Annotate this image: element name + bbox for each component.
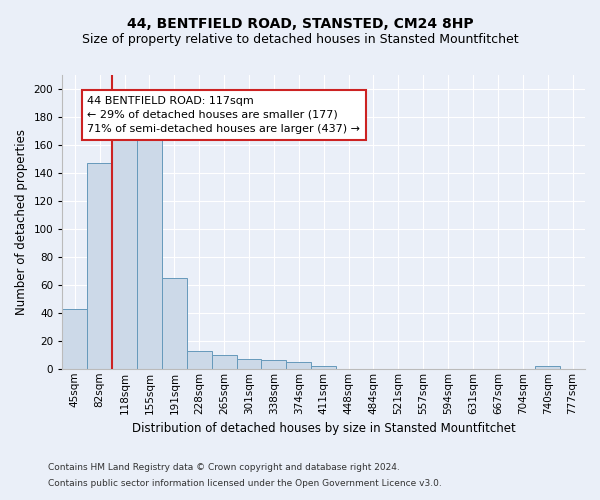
Bar xyxy=(535,366,560,369)
Bar xyxy=(311,366,336,369)
Text: Size of property relative to detached houses in Stansted Mountfitchet: Size of property relative to detached ho… xyxy=(82,32,518,46)
Y-axis label: Number of detached properties: Number of detached properties xyxy=(15,129,28,315)
Text: 44 BENTFIELD ROAD: 117sqm
← 29% of detached houses are smaller (177)
71% of semi: 44 BENTFIELD ROAD: 117sqm ← 29% of detac… xyxy=(87,96,360,134)
Bar xyxy=(137,121,162,369)
Bar xyxy=(162,278,187,369)
Bar xyxy=(286,362,311,369)
Bar xyxy=(112,121,137,369)
Bar xyxy=(236,359,262,369)
X-axis label: Distribution of detached houses by size in Stansted Mountfitchet: Distribution of detached houses by size … xyxy=(132,422,515,435)
Bar xyxy=(187,350,212,369)
Text: Contains public sector information licensed under the Open Government Licence v3: Contains public sector information licen… xyxy=(48,478,442,488)
Text: 44, BENTFIELD ROAD, STANSTED, CM24 8HP: 44, BENTFIELD ROAD, STANSTED, CM24 8HP xyxy=(127,18,473,32)
Bar xyxy=(87,163,112,369)
Text: Contains HM Land Registry data © Crown copyright and database right 2024.: Contains HM Land Registry data © Crown c… xyxy=(48,464,400,472)
Bar xyxy=(262,360,286,369)
Bar xyxy=(62,308,87,369)
Bar xyxy=(212,355,236,369)
